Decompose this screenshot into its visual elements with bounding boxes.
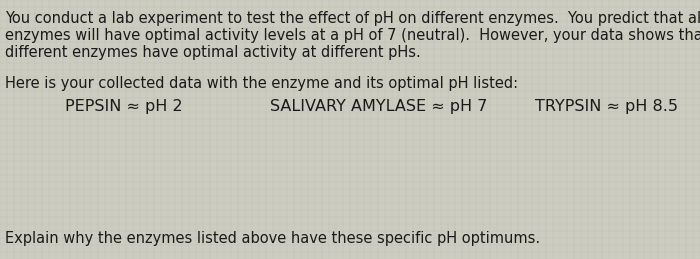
Text: SALIVARY AMYLASE ≈ pH 7: SALIVARY AMYLASE ≈ pH 7 <box>270 99 487 114</box>
Text: Here is your collected data with the enzyme and its optimal pH listed:: Here is your collected data with the enz… <box>5 76 518 91</box>
Text: Explain why the enzymes listed above have these specific pH optimums.: Explain why the enzymes listed above hav… <box>5 231 540 246</box>
Text: You conduct a lab experiment to test the effect of pH on different enzymes.  You: You conduct a lab experiment to test the… <box>5 11 700 26</box>
Text: TRYPSIN ≈ pH 8.5: TRYPSIN ≈ pH 8.5 <box>535 99 678 114</box>
Text: different enzymes have optimal activity at different pHs.: different enzymes have optimal activity … <box>5 45 421 60</box>
Text: PEPSIN ≈ pH 2: PEPSIN ≈ pH 2 <box>65 99 183 114</box>
Text: enzymes will have optimal activity levels at a pH of 7 (neutral).  However, your: enzymes will have optimal activity level… <box>5 28 700 43</box>
